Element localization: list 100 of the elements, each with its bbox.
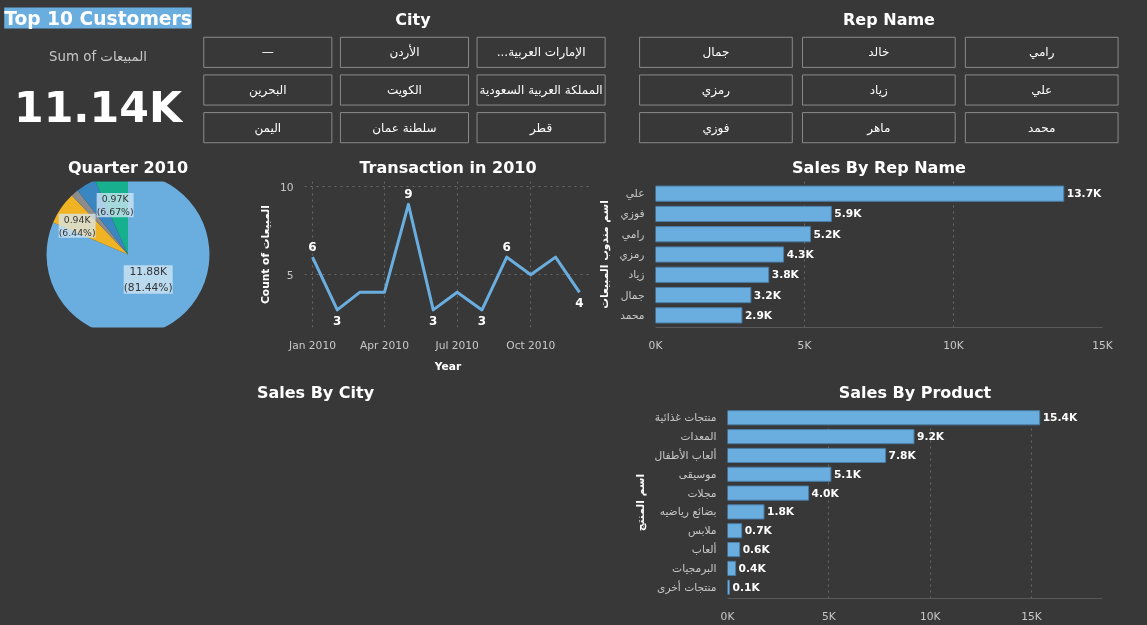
data-label: 4.0K: [811, 486, 840, 500]
data-label: 0.97K (6.67%): [96, 193, 134, 218]
y-tick-label: 10: [279, 180, 294, 194]
text: رامي: [1028, 45, 1055, 61]
bar: [727, 542, 741, 558]
y-tick-label: ألعاب: [691, 542, 717, 557]
text: رمزي: [701, 83, 731, 98]
data-label: 6: [502, 240, 511, 255]
chart-title: Quarter 2010: [67, 157, 189, 177]
data-label: 5.9K: [834, 207, 863, 221]
x-tick-label: 15K: [1092, 338, 1114, 352]
x-tick-label: 5K: [797, 338, 813, 352]
text: ماهر: [866, 120, 891, 136]
y-tick-label: ألعاب الأطفال: [654, 447, 717, 462]
line-series: [310, 202, 582, 312]
x-tick-label: Oct 2010: [506, 338, 556, 352]
text: سلطنة عمان: [372, 120, 437, 135]
bar: [655, 246, 785, 263]
text: فوزي: [702, 120, 730, 136]
y-tick-label: رامي: [621, 227, 645, 241]
x-axis-title: Year: [433, 359, 462, 373]
chart-title: Sales By Product: [838, 382, 992, 402]
bar: [727, 504, 765, 520]
data-label: 0.1K: [732, 580, 761, 594]
text: محمد: [1027, 120, 1056, 135]
text: ...الإمارات العربية: [496, 45, 586, 61]
data-label: 15.4K: [1042, 411, 1078, 425]
data-label: 4: [575, 296, 584, 311]
text: الكويت: [386, 83, 422, 98]
text: اليمن: [254, 120, 282, 136]
data-label: 9.2K: [916, 430, 945, 444]
y-tick-label: موسيقى: [678, 467, 717, 481]
x-tick-label: 15K: [1021, 609, 1043, 623]
data-label: 9: [404, 187, 413, 202]
y-axis-title: اسم مندوب المبيعات: [598, 200, 612, 309]
data-label: 11.88K (81.44%): [123, 265, 173, 294]
y-tick-label: جمال: [620, 288, 645, 302]
bar: [727, 466, 832, 482]
text: 11.14K: [14, 81, 184, 132]
text: علي: [1031, 83, 1053, 97]
bar: [727, 560, 737, 576]
data-label: 13.7K: [1066, 187, 1103, 201]
text: زياد: [869, 83, 889, 98]
data-label: 3: [477, 313, 487, 328]
data-label: 5.1K: [833, 467, 862, 481]
text: قطر: [529, 120, 553, 136]
x-tick-label: 5K: [821, 609, 837, 623]
y-tick-label: 5: [286, 268, 294, 282]
y-tick-label: رمزي: [619, 248, 645, 261]
y-tick-label: المعدات: [680, 430, 717, 444]
bar: [655, 266, 770, 283]
data-label: 0.7K: [744, 524, 773, 538]
text: جمال: [702, 45, 730, 60]
x-tick-label: 10K: [919, 609, 942, 623]
text: Rep Name: [843, 9, 936, 29]
text: Sales By City: [256, 382, 375, 402]
x-tick-label: Jan 2010: [288, 338, 337, 352]
data-label: 7.8K: [888, 448, 917, 462]
data-label: 3: [429, 313, 438, 328]
y-tick-label: ملابس: [687, 524, 717, 538]
bar: [655, 185, 1065, 202]
y-axis-title: اسم المنتج: [633, 473, 647, 532]
x-tick-label: 0K: [720, 609, 736, 623]
text: —: [261, 45, 274, 60]
y-tick-label: منتجات أخرى: [657, 579, 717, 594]
data-label: 2.9K: [744, 308, 773, 322]
bar: [727, 523, 743, 539]
text: خالد: [868, 45, 890, 60]
data-label: 0.94K (6.44%): [58, 213, 96, 238]
x-tick-label: 0K: [648, 338, 664, 352]
data-label: 3.2K: [753, 288, 782, 302]
y-tick-label: محمد: [620, 308, 645, 322]
bar: [727, 429, 915, 445]
chart-title: Sales By Rep Name: [792, 157, 967, 177]
data-label: 3.8K: [771, 268, 800, 282]
bar: [727, 447, 887, 463]
text: City: [395, 9, 432, 29]
bar: [655, 307, 743, 324]
y-tick-label: مجلات: [687, 486, 717, 500]
data-label: 5.2K: [813, 227, 842, 241]
text: Top 10 Customers: [4, 7, 192, 29]
y-tick-label: بضائع رياضيه: [659, 505, 717, 519]
y-tick-label: فوزي: [620, 207, 645, 221]
y-tick-label: علي: [625, 187, 645, 201]
chart-title: Transaction in 2010: [359, 157, 537, 177]
data-label: 4.3K: [786, 248, 815, 261]
y-axis-title: Count of المبيعات: [258, 204, 272, 304]
y-tick-label: زياد: [628, 268, 645, 282]
bar: [655, 286, 752, 304]
text: Sum of المبيعات: [49, 48, 147, 64]
text: المملكة العربية السعودية: [479, 83, 603, 98]
y-tick-label: منتجات غذائية: [654, 411, 717, 425]
y-tick-label: البرمجيات: [672, 561, 717, 575]
bar: [655, 205, 832, 223]
bar: [655, 226, 811, 243]
data-label: 0.4K: [738, 561, 767, 575]
x-tick-label: Apr 2010: [359, 338, 410, 352]
data-label: 1.8K: [766, 505, 795, 519]
data-label: 6: [308, 240, 317, 255]
bar: [727, 485, 810, 501]
